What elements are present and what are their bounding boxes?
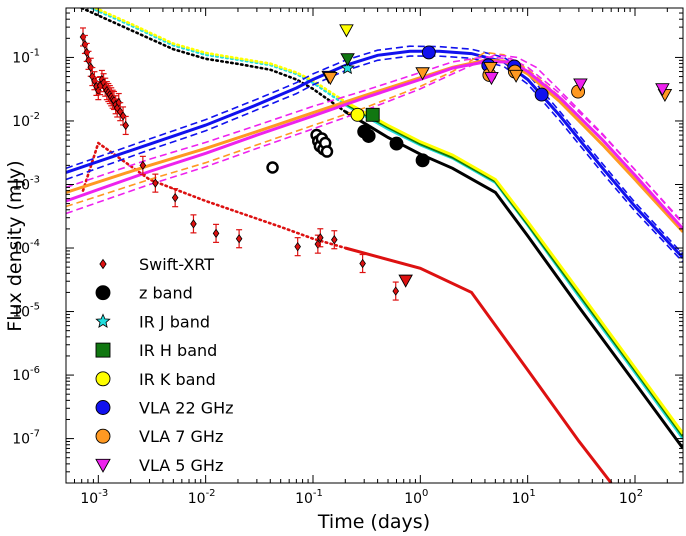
legend-label-vla-22-ghz: VLA 22 GHz bbox=[139, 399, 234, 418]
point-swift-xrt bbox=[359, 258, 366, 269]
y-axis-label: Flux density (mJy) bbox=[4, 160, 26, 331]
y-tick-label: 10-1 bbox=[12, 47, 40, 66]
legend-label-ir-k-band: IR K band bbox=[139, 370, 216, 389]
axis-ticks: 10-3 10-2 10-1 100 101 102 10-7 10-6 10-5 10-4 10-… bbox=[12, 8, 683, 507]
x-axis-label: Time (days) bbox=[317, 511, 430, 533]
upper-limit-vla-7-ghz bbox=[508, 69, 524, 83]
x-tick-label: 10-1 bbox=[295, 488, 323, 507]
x-tick-label: 10-2 bbox=[188, 488, 216, 507]
point-z-band bbox=[415, 153, 430, 168]
model-curve-z-model-solid bbox=[344, 110, 683, 450]
point-swift-xrt bbox=[294, 241, 301, 252]
legend-marker-ir-j-band bbox=[95, 313, 111, 328]
y-tick-label: 10-3 bbox=[12, 174, 40, 193]
legend-label-swift-xrt: Swift-XRT bbox=[139, 255, 214, 274]
y-tick-label: 10-6 bbox=[12, 365, 40, 384]
x-tick-label: 102 bbox=[619, 488, 643, 507]
model-curve-j-model-solid bbox=[344, 103, 683, 440]
upper-limit-ir-k-band bbox=[339, 24, 354, 38]
point-swift-xrt bbox=[392, 286, 400, 296]
model-curve-22-ghz-model-dashed bbox=[66, 45, 683, 255]
legend-marker-ir-h-band bbox=[95, 342, 111, 358]
y-tick-label: 10-2 bbox=[12, 111, 40, 130]
upper-limit-vla-5-ghz bbox=[573, 78, 588, 92]
x-tick-label: 100 bbox=[404, 488, 428, 507]
legend-label-ir-h-band: IR H band bbox=[139, 341, 217, 360]
point-swift-xrt bbox=[171, 192, 179, 203]
model-curve-5-ghz-model-dashed bbox=[66, 56, 683, 225]
model-curve-x-ray-model-solid bbox=[344, 246, 613, 483]
point-swift-xrt bbox=[190, 219, 197, 229]
upper-limit-vla-5-ghz bbox=[655, 83, 670, 97]
model-curve-k-model-solid bbox=[344, 100, 683, 435]
point-swift-xrt bbox=[331, 235, 338, 245]
legend-label-vla-5-ghz: VLA 5 GHz bbox=[139, 456, 223, 475]
upper-limit-vla-7-ghz bbox=[323, 72, 338, 86]
point-vla-22-ghz bbox=[534, 87, 549, 102]
model-curve-22-ghz-model-solid bbox=[66, 49, 683, 259]
model-curve-x-ray-model-dotted bbox=[81, 140, 347, 250]
model-curve-7-ghz-model-solid bbox=[66, 58, 683, 233]
point-swift-xrt bbox=[235, 234, 243, 244]
point-z-band bbox=[361, 129, 376, 143]
point-swift-xrt bbox=[317, 233, 324, 243]
point-vla-22-ghz bbox=[421, 45, 436, 60]
point-z-band bbox=[320, 145, 334, 158]
point-z-band bbox=[389, 136, 404, 151]
data-points bbox=[79, 24, 673, 301]
legend-marker-vla-5-ghz bbox=[95, 458, 111, 473]
upper-limit-ir-h-band bbox=[340, 53, 355, 67]
point-ir-k-band bbox=[350, 107, 365, 122]
model-curve-5-ghz-model-solid bbox=[66, 60, 683, 230]
legend-marker-vla-7-ghz bbox=[95, 428, 111, 444]
y-tick-label: 10-4 bbox=[12, 238, 40, 257]
model-curve-z-model-dotted bbox=[80, 8, 347, 113]
y-tick-label: 10-5 bbox=[12, 302, 40, 321]
model-curve-k-model-dotted bbox=[92, 8, 347, 104]
y-tick-label: 10-7 bbox=[12, 429, 40, 448]
legend-label-vla-7-ghz: VLA 7 GHz bbox=[139, 427, 223, 446]
x-tick-label: 101 bbox=[512, 488, 536, 507]
model-curve-22-ghz-model-dashed bbox=[66, 55, 683, 263]
legend-marker-z-band bbox=[95, 285, 111, 301]
legend-marker-vla-22-ghz bbox=[95, 400, 111, 415]
point-swift-xrt bbox=[152, 178, 159, 188]
point-ir-j-band bbox=[340, 60, 355, 75]
legend-label-ir-j-band: IR J band bbox=[139, 312, 210, 331]
model-curve-j-model-dotted bbox=[88, 8, 347, 106]
legend-label-z-band: z band bbox=[139, 284, 193, 303]
point-z-band bbox=[266, 161, 279, 174]
model-curves bbox=[66, 8, 683, 483]
upper-limit-vla-5-ghz bbox=[484, 72, 499, 86]
point-swift-xrt bbox=[212, 228, 220, 239]
upper-limit-vla-7-ghz bbox=[483, 62, 498, 76]
legend-marker-ir-k-band bbox=[95, 371, 111, 387]
x-tick-label: 10-3 bbox=[80, 488, 108, 507]
point-swift-xrt bbox=[139, 160, 147, 171]
legend: Swift-XRT z band IR J band IR H band IR K ba… bbox=[95, 255, 234, 475]
point-ir-h-band bbox=[365, 107, 380, 122]
model-curve-5-ghz-model-dashed bbox=[66, 53, 683, 224]
upper-limit-swift-xrt bbox=[398, 274, 413, 288]
plot-frame bbox=[65, 7, 684, 484]
legend-marker-swift-xrt bbox=[99, 258, 107, 270]
upper-limit-vla-7-ghz bbox=[415, 67, 430, 81]
model-curve-h-model-solid bbox=[344, 101, 683, 437]
point-swift-xrt bbox=[122, 120, 130, 131]
